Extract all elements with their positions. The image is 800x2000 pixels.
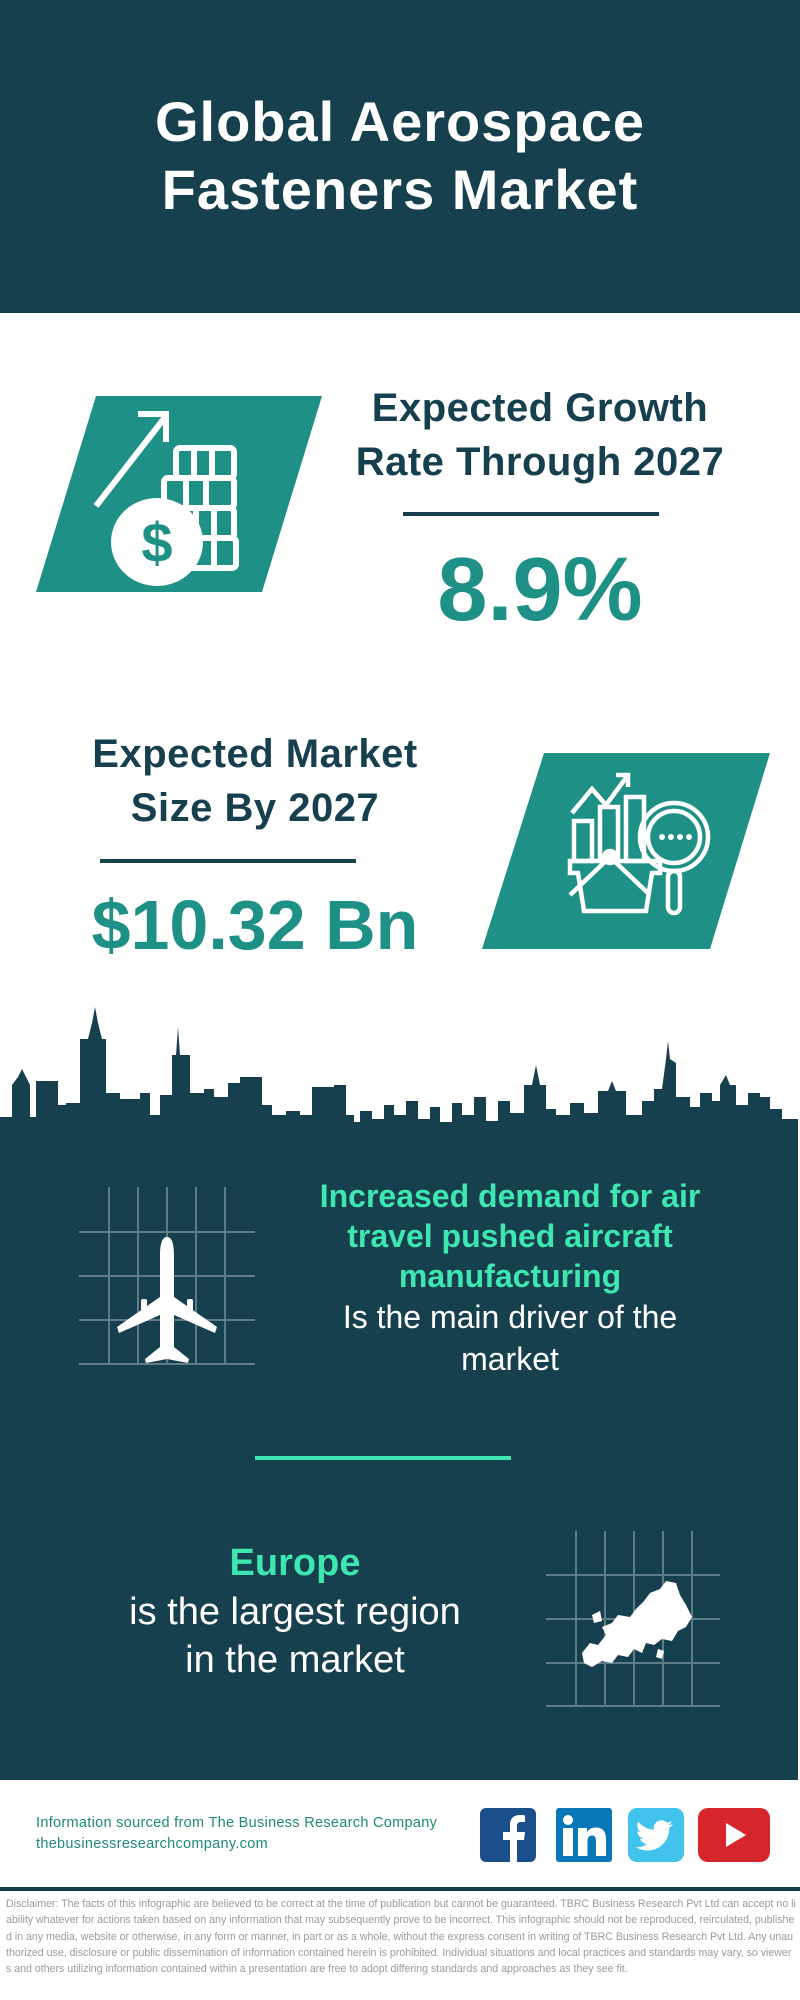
region-text: Europe is the largest region in the mark… [60, 1538, 530, 1684]
twitter-icon [635, 1820, 673, 1851]
growth-heading: Expected Growth Rate Through 2027 [330, 381, 750, 489]
section-divider [255, 1456, 511, 1460]
driver-description: Is the main driver of the market [300, 1296, 720, 1380]
europe-map-icon [582, 1581, 692, 1667]
market-analysis-icon [567, 772, 711, 916]
title-line-2: Fasteners Market [161, 158, 639, 221]
footer-source: Information sourced from The Business Re… [36, 1813, 437, 1855]
website-link[interactable]: thebusinessresearchcompany.com [36, 1836, 268, 1852]
growth-heading-line-2: Rate Through 2027 [355, 440, 725, 484]
driver-highlight-line: travel pushed aircraft [347, 1218, 673, 1254]
driver-text: Increased demand for air travel pushed a… [300, 1176, 720, 1380]
market-size-heading-line-2: Size By 2027 [130, 786, 380, 830]
facebook-button[interactable] [480, 1808, 536, 1862]
airplane-icon [117, 1237, 217, 1363]
driver-description-line: market [461, 1341, 559, 1377]
title-line-1: Global Aerospace [154, 90, 646, 153]
market-size-value: $10.32 Bn [91, 886, 419, 964]
driver-highlight-line: Increased demand for air [319, 1178, 701, 1214]
driver-highlight-line: manufacturing [398, 1258, 622, 1294]
market-size-heading: Expected Market Size By 2027 [45, 727, 465, 835]
growth-heading-line-1: Expected Growth [371, 386, 709, 430]
region-highlight: Europe [229, 1542, 361, 1584]
airplane-grid-icon [79, 1187, 255, 1365]
city-skyline [0, 1007, 798, 1127]
market-icon-panel [482, 753, 770, 949]
youtube-button[interactable] [698, 1808, 770, 1862]
disclaimer: Disclaimer: The facts of this infographi… [6, 1898, 796, 1976]
europe-grid-icon [546, 1531, 720, 1707]
svg-text:$: $ [141, 511, 172, 574]
footer-divider [0, 1887, 800, 1891]
facebook-icon [503, 1815, 525, 1862]
linkedin-icon [563, 1815, 606, 1856]
twitter-button[interactable] [628, 1808, 684, 1862]
market-size-divider [100, 859, 356, 863]
market-size-heading-line-1: Expected Market [92, 732, 418, 776]
money-growth-icon [93, 411, 239, 571]
header-banner [0, 0, 800, 313]
page-title: Global Aerospace Fasteners Market [0, 88, 800, 224]
linkedin-button[interactable] [556, 1808, 612, 1862]
source-attribution: Information sourced from The Business Re… [36, 1815, 438, 1831]
growth-divider [403, 512, 659, 516]
driver-highlight: Increased demand for air travel pushed a… [300, 1176, 720, 1296]
driver-description-line: Is the main driver of the [342, 1299, 678, 1335]
growth-icon-panel: $ [36, 396, 322, 592]
youtube-icon [726, 1823, 746, 1847]
region-description-line: is the largest region [129, 1591, 461, 1633]
region-description-line: in the market [185, 1639, 405, 1681]
growth-value: 8.9% [437, 540, 643, 640]
